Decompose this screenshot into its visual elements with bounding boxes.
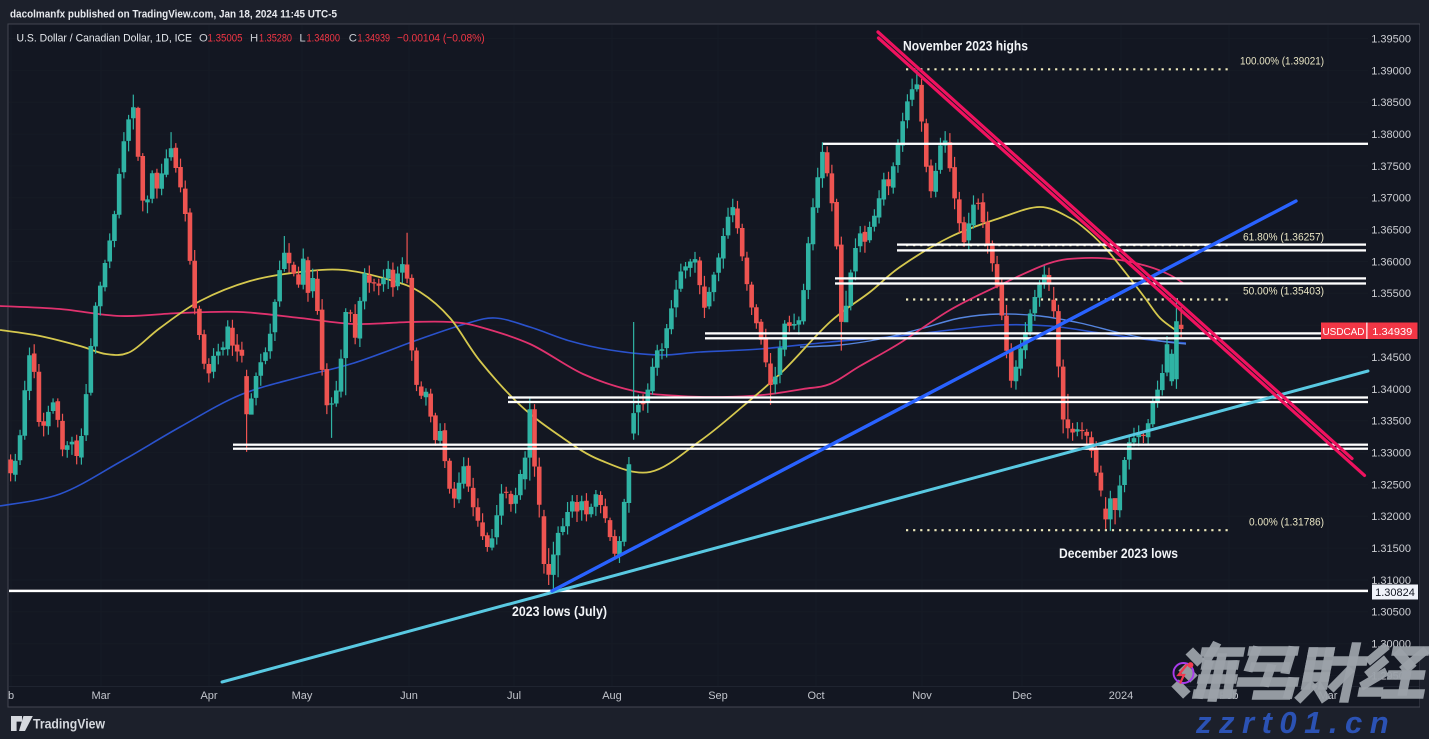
svg-text:Jul: Jul (507, 690, 521, 702)
svg-text:1.37000: 1.37000 (1371, 193, 1411, 205)
svg-text:Sep: Sep (708, 690, 728, 702)
svg-text:1.33000: 1.33000 (1371, 448, 1411, 460)
svg-text:zzrt01.cn: zzrt01.cn (1195, 705, 1396, 739)
svg-text:61.80% (1.36257): 61.80% (1.36257) (1243, 232, 1324, 244)
svg-text:100.00% (1.39021): 100.00% (1.39021) (1240, 56, 1324, 68)
svg-text:Dec: Dec (1012, 690, 1032, 702)
svg-text:1.34800: 1.34800 (307, 32, 341, 44)
svg-text:May: May (292, 690, 313, 702)
svg-text:Jun: Jun (400, 690, 418, 702)
svg-text:November 2023 highs: November 2023 highs (903, 39, 1028, 54)
svg-text:2023 lows (July): 2023 lows (July) (512, 604, 607, 619)
svg-text:USDCAD: USDCAD (1323, 326, 1365, 338)
svg-text:1.39000: 1.39000 (1371, 65, 1411, 77)
svg-text:b: b (8, 690, 14, 702)
svg-text:1.34000: 1.34000 (1371, 384, 1411, 396)
svg-text:1.31000: 1.31000 (1371, 575, 1411, 587)
svg-text:1.35280: 1.35280 (259, 32, 292, 44)
svg-text:dacolmanfx published on Tradin: dacolmanfx published on TradingView.com,… (10, 9, 337, 21)
svg-text:1.34939: 1.34939 (358, 32, 391, 44)
svg-text:Mar: Mar (92, 690, 111, 702)
svg-text:December 2023 lows: December 2023 lows (1059, 546, 1178, 561)
svg-text:Nov: Nov (912, 690, 932, 702)
svg-text:Oct: Oct (807, 690, 824, 702)
svg-text:1.35005: 1.35005 (208, 32, 243, 44)
svg-text:1.32500: 1.32500 (1371, 479, 1411, 491)
svg-text:1.34500: 1.34500 (1371, 352, 1411, 364)
svg-text:1.37500: 1.37500 (1371, 161, 1411, 173)
svg-text:1.33500: 1.33500 (1371, 416, 1411, 428)
svg-text:1.38000: 1.38000 (1371, 129, 1411, 141)
svg-text:−0.00104 (−0.08%): −0.00104 (−0.08%) (397, 32, 485, 44)
svg-text:1.36000: 1.36000 (1371, 256, 1411, 268)
svg-text:1.30500: 1.30500 (1371, 607, 1411, 619)
svg-text:1.39500: 1.39500 (1371, 33, 1411, 45)
svg-text:2024: 2024 (1109, 690, 1133, 702)
svg-text:1.30824: 1.30824 (1375, 587, 1415, 599)
svg-text:1.31500: 1.31500 (1371, 543, 1411, 555)
svg-text:Aug: Aug (602, 690, 622, 702)
svg-text:0.00% (1.31786): 0.00% (1.31786) (1249, 517, 1324, 529)
svg-text:50.00% (1.35403): 50.00% (1.35403) (1243, 286, 1324, 298)
svg-text:Apr: Apr (200, 690, 217, 702)
svg-text:O: O (199, 32, 208, 44)
svg-text:1.36500: 1.36500 (1371, 225, 1411, 237)
svg-text:TradingView: TradingView (33, 717, 105, 732)
svg-text:1.32000: 1.32000 (1371, 511, 1411, 523)
svg-text:1.38500: 1.38500 (1371, 97, 1411, 109)
svg-text:U.S. Dollar / Canadian Dollar,: U.S. Dollar / Canadian Dollar, 1D, ICE (17, 32, 193, 44)
svg-text:1.35500: 1.35500 (1371, 288, 1411, 300)
svg-text:H: H (250, 32, 258, 44)
svg-text:C: C (349, 32, 357, 44)
svg-text:1.34939: 1.34939 (1372, 326, 1412, 338)
svg-text:L: L (299, 32, 305, 44)
